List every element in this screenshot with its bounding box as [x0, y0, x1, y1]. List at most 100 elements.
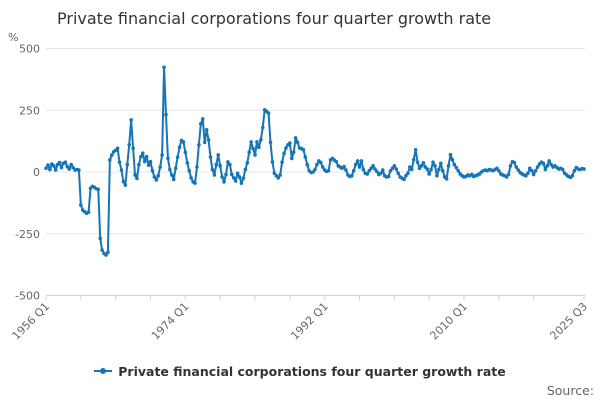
- series-marker[interactable]: [137, 162, 141, 167]
- series-marker[interactable]: [303, 155, 308, 159]
- series-marker[interactable]: [293, 136, 298, 140]
- series-marker[interactable]: [427, 172, 431, 176]
- series-marker[interactable]: [51, 164, 56, 168]
- series-marker[interactable]: [199, 122, 203, 126]
- series-marker[interactable]: [429, 167, 433, 172]
- series-marker[interactable]: [570, 173, 575, 178]
- series-marker[interactable]: [369, 166, 373, 171]
- series-marker[interactable]: [251, 146, 255, 151]
- series-marker[interactable]: [535, 165, 540, 169]
- series-marker[interactable]: [214, 162, 219, 167]
- series-marker[interactable]: [291, 150, 296, 155]
- series-marker[interactable]: [394, 167, 399, 171]
- series-marker[interactable]: [396, 171, 401, 176]
- series-marker[interactable]: [154, 178, 159, 182]
- series-marker[interactable]: [313, 167, 317, 172]
- series-marker[interactable]: [231, 176, 236, 180]
- series-marker[interactable]: [541, 161, 546, 166]
- series-marker[interactable]: [189, 176, 193, 180]
- series-marker[interactable]: [193, 181, 197, 185]
- series-marker[interactable]: [181, 140, 186, 144]
- series-marker[interactable]: [259, 138, 263, 142]
- series-marker[interactable]: [241, 176, 246, 180]
- series-marker[interactable]: [388, 168, 393, 173]
- series-marker[interactable]: [421, 161, 426, 165]
- series-marker[interactable]: [533, 168, 538, 173]
- series-marker[interactable]: [342, 164, 346, 169]
- series-marker[interactable]: [53, 168, 58, 172]
- series-marker[interactable]: [152, 175, 157, 179]
- series-marker[interactable]: [409, 167, 414, 172]
- series-marker[interactable]: [357, 165, 362, 169]
- series-marker[interactable]: [425, 167, 430, 171]
- series-marker[interactable]: [144, 154, 149, 159]
- series-marker[interactable]: [435, 173, 439, 178]
- series-marker[interactable]: [158, 165, 162, 169]
- series-marker[interactable]: [125, 162, 130, 167]
- series-marker[interactable]: [255, 140, 259, 144]
- series-marker[interactable]: [79, 203, 83, 207]
- series-marker[interactable]: [100, 248, 104, 252]
- series-marker[interactable]: [529, 168, 534, 173]
- series-marker[interactable]: [524, 173, 528, 178]
- series-marker[interactable]: [135, 176, 139, 181]
- series-marker[interactable]: [448, 152, 453, 157]
- series-marker[interactable]: [560, 167, 565, 172]
- series-marker[interactable]: [516, 168, 520, 172]
- series-marker[interactable]: [117, 160, 122, 164]
- series-marker[interactable]: [497, 168, 501, 173]
- series-marker[interactable]: [280, 160, 284, 164]
- series-marker[interactable]: [44, 166, 48, 171]
- series-marker[interactable]: [98, 236, 102, 241]
- series-marker[interactable]: [185, 161, 190, 165]
- series-marker[interactable]: [349, 173, 354, 178]
- series-marker[interactable]: [148, 159, 153, 164]
- series-marker[interactable]: [119, 168, 124, 172]
- series-marker[interactable]: [220, 175, 224, 179]
- series-marker[interactable]: [495, 166, 499, 171]
- series-marker[interactable]: [326, 168, 331, 173]
- series-marker[interactable]: [239, 181, 244, 185]
- series-marker[interactable]: [365, 172, 370, 176]
- series-marker[interactable]: [197, 143, 201, 147]
- series-marker[interactable]: [415, 160, 420, 164]
- series-marker[interactable]: [454, 165, 459, 170]
- series-marker[interactable]: [69, 162, 73, 167]
- series-marker[interactable]: [282, 151, 286, 156]
- series-marker[interactable]: [123, 183, 128, 187]
- series-marker[interactable]: [257, 145, 261, 150]
- series-marker[interactable]: [156, 173, 161, 178]
- series-marker[interactable]: [169, 173, 174, 177]
- series-marker[interactable]: [71, 165, 75, 170]
- series-marker[interactable]: [210, 167, 215, 172]
- series-marker[interactable]: [355, 159, 360, 163]
- series-marker[interactable]: [367, 168, 371, 173]
- series-marker[interactable]: [195, 165, 199, 169]
- series-marker[interactable]: [526, 171, 530, 176]
- series-marker[interactable]: [413, 147, 418, 152]
- series-marker[interactable]: [572, 168, 577, 173]
- series-marker[interactable]: [440, 168, 445, 173]
- series-marker[interactable]: [150, 168, 155, 173]
- series-marker[interactable]: [226, 160, 230, 164]
- series-marker[interactable]: [545, 164, 550, 168]
- series-marker[interactable]: [243, 167, 248, 172]
- series-marker[interactable]: [402, 177, 406, 182]
- series-marker[interactable]: [371, 164, 375, 168]
- series-marker[interactable]: [175, 155, 180, 159]
- series-marker[interactable]: [547, 159, 551, 163]
- series-marker[interactable]: [380, 168, 385, 172]
- series-marker[interactable]: [549, 162, 553, 167]
- series-marker[interactable]: [204, 127, 209, 132]
- series-marker[interactable]: [361, 167, 366, 172]
- series-marker[interactable]: [411, 157, 416, 162]
- series-group[interactable]: [44, 65, 586, 257]
- series-marker[interactable]: [212, 173, 217, 177]
- series-line[interactable]: [45, 66, 585, 256]
- series-marker[interactable]: [96, 187, 101, 192]
- series-marker[interactable]: [268, 140, 273, 145]
- series-marker[interactable]: [63, 160, 68, 164]
- series-marker[interactable]: [379, 171, 383, 176]
- series-marker[interactable]: [253, 153, 257, 157]
- series-marker[interactable]: [65, 164, 70, 169]
